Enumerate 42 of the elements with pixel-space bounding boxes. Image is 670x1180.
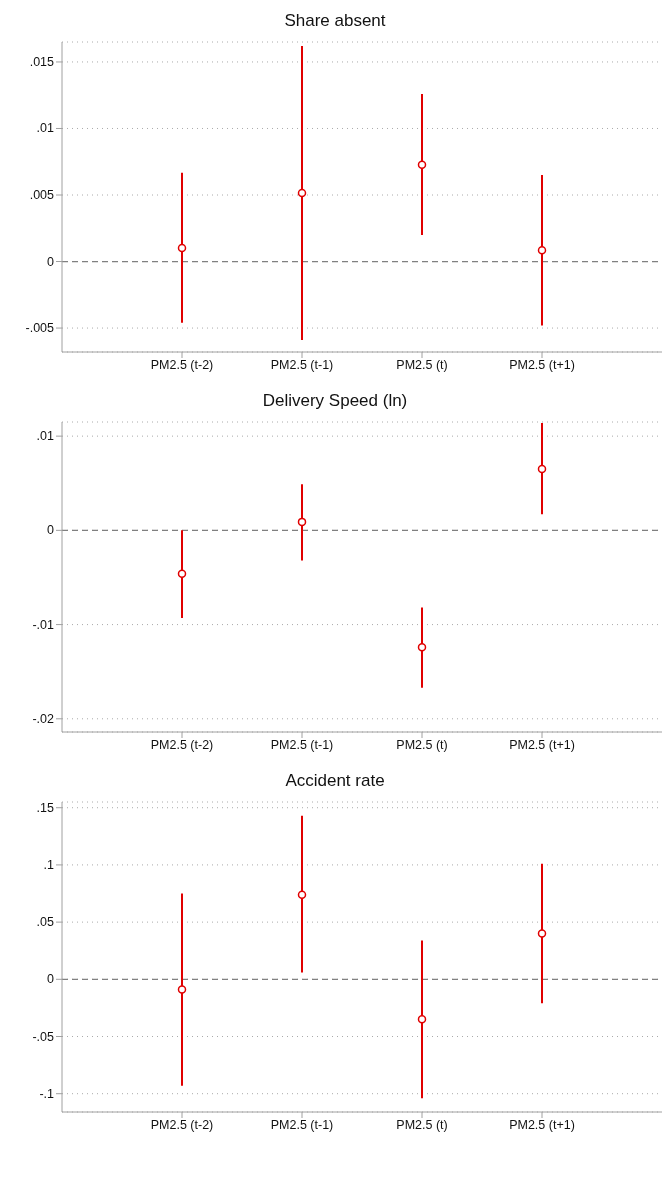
x-tick-label: PM2.5 (t) — [396, 1117, 448, 1132]
point — [177, 569, 187, 578]
y-tick-label: .01 — [36, 121, 55, 136]
chart-title: Share absent — [283, 10, 387, 32]
point — [417, 1015, 427, 1024]
chart-title: Delivery Speed (ln) — [261, 390, 409, 412]
y-tick-label: 0 — [47, 523, 55, 538]
y-tick-label: 0 — [47, 972, 55, 987]
x-tick-label: PM2.5 (t-2) — [150, 1117, 214, 1132]
point — [537, 464, 547, 474]
y-tick-label: .05 — [36, 915, 55, 930]
y-tick-label: .015 — [29, 54, 55, 69]
x-tick-label: PM2.5 (t+1) — [509, 1117, 575, 1132]
x-tick-label: PM2.5 (t-1) — [270, 1117, 334, 1132]
point — [537, 245, 547, 255]
point — [417, 642, 427, 652]
point — [297, 188, 307, 198]
y-tick-label: 0 — [47, 254, 55, 269]
point — [297, 517, 307, 527]
y-tick-label: .005 — [29, 188, 55, 202]
y-tick-label: .15 — [36, 800, 55, 815]
point — [177, 243, 187, 253]
x-tick-label: PM2.5 (t+1) — [509, 357, 575, 372]
x-tick-label: PM2.5 (t-2) — [150, 357, 214, 372]
point — [177, 985, 187, 994]
y-tick-label: -.01 — [32, 617, 55, 632]
x-tick-label: PM2.5 (t+1) — [509, 737, 575, 752]
x-tick-label: PM2.5 (t) — [396, 357, 448, 372]
x-tick-label: PM2.5 (t-1) — [270, 357, 334, 372]
point — [537, 929, 547, 938]
x-tick-label: PM2.5 (t) — [396, 737, 448, 752]
x-tick-label: PM2.5 (t-1) — [270, 737, 334, 752]
point — [417, 160, 427, 169]
y-tick-label: -.005 — [25, 321, 55, 336]
chart-title: Accident rate — [284, 770, 386, 792]
point — [297, 890, 307, 899]
x-tick-label: PM2.5 (t-2) — [150, 737, 214, 752]
y-tick-label: .1 — [43, 857, 55, 872]
y-tick-label: .01 — [36, 429, 55, 444]
y-tick-label: -.02 — [32, 711, 55, 726]
y-tick-label: -.1 — [39, 1086, 55, 1101]
y-tick-label: -.05 — [32, 1029, 55, 1044]
